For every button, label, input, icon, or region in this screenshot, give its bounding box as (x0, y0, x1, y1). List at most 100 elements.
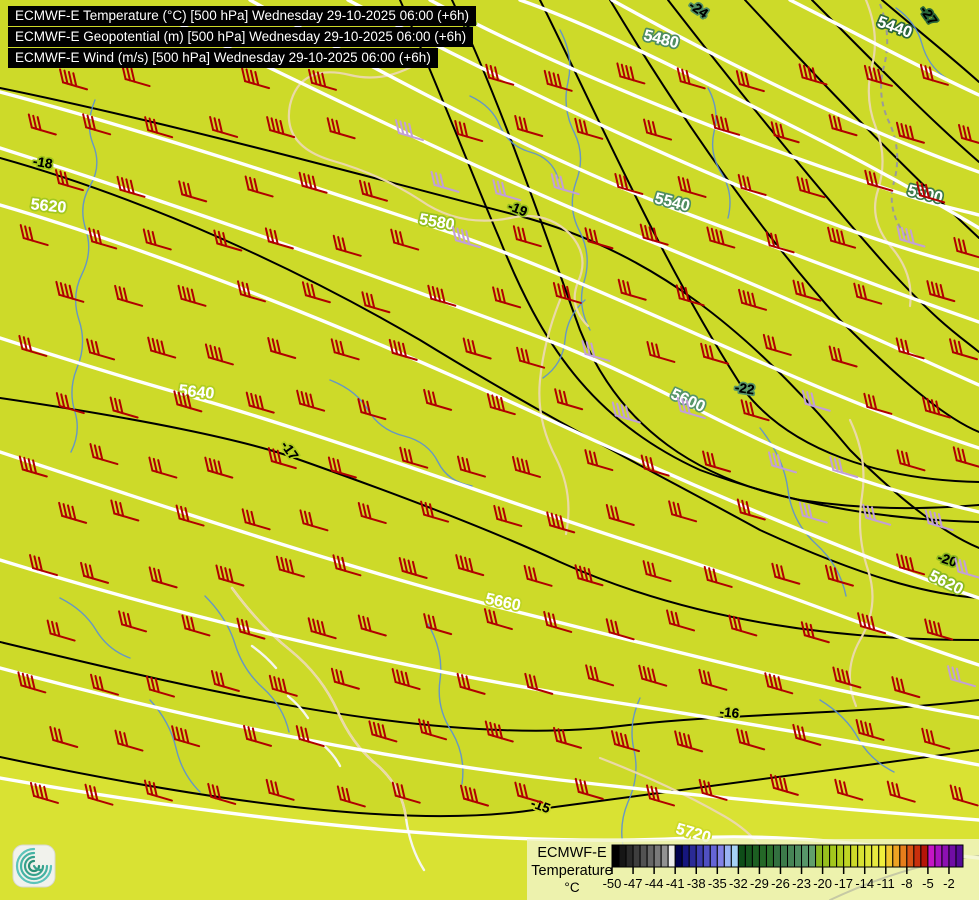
wind-barb-red (213, 229, 243, 252)
legend-color-segment (716, 844, 725, 868)
legend-color-segment (794, 844, 803, 868)
legend-unit: °C (564, 880, 579, 895)
wind-barb-red (82, 113, 112, 136)
legend-color-segment (801, 844, 810, 868)
legend-color-segment (674, 844, 683, 868)
legend-tick-label: -35 (708, 876, 727, 891)
wind-barb-red (676, 67, 706, 90)
wind-barb-red (949, 784, 979, 807)
wind-barb-red (427, 284, 457, 307)
legend-color-segment (688, 844, 697, 868)
wind-barb-red (307, 617, 337, 640)
wind-barb-red (493, 504, 523, 527)
wind-barb-lavender (862, 503, 892, 526)
legend-tick-label: -29 (750, 876, 769, 891)
legend-title: ECMWF-E (537, 845, 607, 861)
wind-barb-red (824, 564, 854, 587)
wind-barb-red (144, 116, 174, 139)
wind-barb-lavender (954, 557, 979, 579)
legend-color-segment (941, 844, 950, 868)
wind-barb-red (638, 664, 668, 687)
wind-barb-red (241, 67, 271, 90)
wind-barbs (17, 62, 979, 808)
wind-barb-red (574, 777, 604, 800)
wind-barb-red (361, 291, 391, 314)
wind-barb-red (29, 781, 59, 804)
wind-barb-red (792, 723, 822, 746)
wind-barb-red (399, 446, 429, 469)
wind-barb-red (268, 674, 298, 697)
wind-barb-red (895, 121, 925, 144)
legend-subtitle: Temperature (531, 863, 612, 879)
wind-barb-red (666, 609, 696, 632)
wind-barb-red (80, 561, 110, 584)
wind-barb-red (584, 449, 614, 472)
wind-barb-red (264, 227, 294, 250)
wind-barb-red (121, 65, 151, 88)
wind-barb-red (514, 781, 544, 804)
wind-barb-red (175, 504, 205, 527)
wind-barb-red (181, 614, 211, 637)
wind-barb-red (552, 281, 582, 304)
legend-color-segment (787, 844, 796, 868)
legend-color-segment (632, 844, 641, 868)
legend-tick-label: -5 (922, 876, 934, 891)
wind-barb-red (554, 388, 584, 411)
legend-tick-label: -14 (855, 876, 874, 891)
wind-barb-lavender (451, 226, 481, 249)
wind-barb-red (702, 450, 732, 473)
wind-barb-red (484, 720, 514, 743)
legend-tick-label: -23 (792, 876, 811, 891)
wind-barb-red (368, 720, 398, 743)
wind-barb-lavender (829, 456, 859, 479)
wind-barb-red (736, 728, 766, 751)
wind-barb-red (398, 556, 428, 579)
wind-barb-red (296, 389, 326, 412)
legend-color-segment (646, 844, 655, 868)
temperature-label: -18 (32, 153, 54, 171)
wind-barb-red (896, 553, 926, 576)
wind-barb-red (512, 455, 542, 478)
wind-barb-red (828, 345, 858, 368)
wind-barb-red (675, 284, 705, 307)
legend-tick-label: -17 (834, 876, 853, 891)
wind-barb-red (215, 564, 245, 587)
wind-barb-red (336, 785, 366, 808)
wind-barb-red (792, 279, 822, 302)
wind-barb-red (853, 282, 883, 305)
wind-barb-red (639, 223, 669, 246)
wind-barb-red (514, 115, 544, 138)
legend-color-segment (737, 844, 746, 868)
wind-barb-red (455, 554, 485, 577)
legend-color-segment (864, 844, 873, 868)
wind-barb-red (762, 333, 792, 356)
wind-barb-red (332, 554, 362, 577)
legend-color-segment (695, 844, 704, 868)
wind-barb-red (84, 783, 114, 806)
wind-barb-red (958, 123, 979, 144)
wind-barb-red (736, 498, 766, 521)
wind-barb-red (266, 116, 296, 139)
wind-barb-red (143, 779, 173, 802)
wind-barb-red (611, 730, 641, 753)
wind-barb-lavender (492, 179, 522, 202)
temperature-label: -19 (506, 198, 530, 219)
wind-barb-red (585, 664, 615, 687)
wind-barb-red (423, 613, 453, 636)
legend-color-segment (779, 844, 788, 868)
wind-barb-red (391, 668, 421, 691)
legend-tick-label: -2 (943, 876, 955, 891)
wind-barb-red (949, 338, 979, 361)
wind-barb-red (492, 286, 522, 309)
wind-barb-lavender (798, 501, 828, 524)
legend-color-segment (667, 844, 676, 868)
wind-barb-red (357, 502, 387, 525)
wind-barb-red (118, 610, 148, 633)
wind-barb-red (46, 619, 76, 642)
wind-barb-red (49, 725, 79, 748)
wind-barb-lavender (924, 509, 954, 532)
wind-barb-red (828, 114, 858, 137)
legend-colorbar: -50 -47 -44 -41 -38 -35 -32 -29 -26 -23 -20 -17 -14-… (603, 844, 964, 891)
legend-color-segment (618, 844, 627, 868)
legend-color-segment (871, 844, 880, 868)
